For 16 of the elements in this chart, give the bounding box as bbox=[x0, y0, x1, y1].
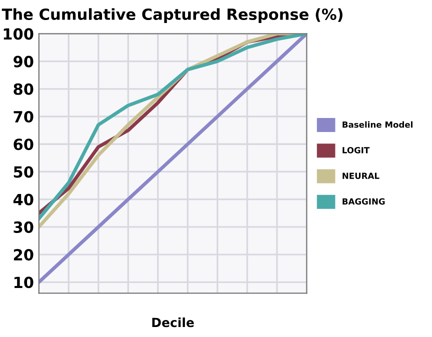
y-tick-label: 60 bbox=[14, 138, 34, 150]
x-axis-title: Decile bbox=[152, 317, 194, 328]
y-tick-label: 100 bbox=[4, 28, 34, 40]
chart-title: The Cumulative Captured Response (%) bbox=[2, 8, 342, 23]
legend-label: NEURAL bbox=[342, 172, 380, 179]
legend-label: BAGGING bbox=[342, 198, 385, 205]
y-tick-label: 80 bbox=[14, 83, 34, 95]
y-tick-label: 90 bbox=[14, 56, 34, 68]
y-tick-label: 50 bbox=[14, 166, 34, 178]
y-tick-label: 30 bbox=[14, 221, 34, 233]
y-tick-label: 40 bbox=[13, 194, 34, 206]
legend-label: LOGIT bbox=[342, 147, 370, 154]
y-tick-label: 20 bbox=[14, 249, 34, 261]
y-tick-label: 10 bbox=[14, 276, 34, 288]
y-tick-label: 70 bbox=[14, 110, 34, 123]
legend-label: Baseline Model bbox=[342, 121, 412, 128]
